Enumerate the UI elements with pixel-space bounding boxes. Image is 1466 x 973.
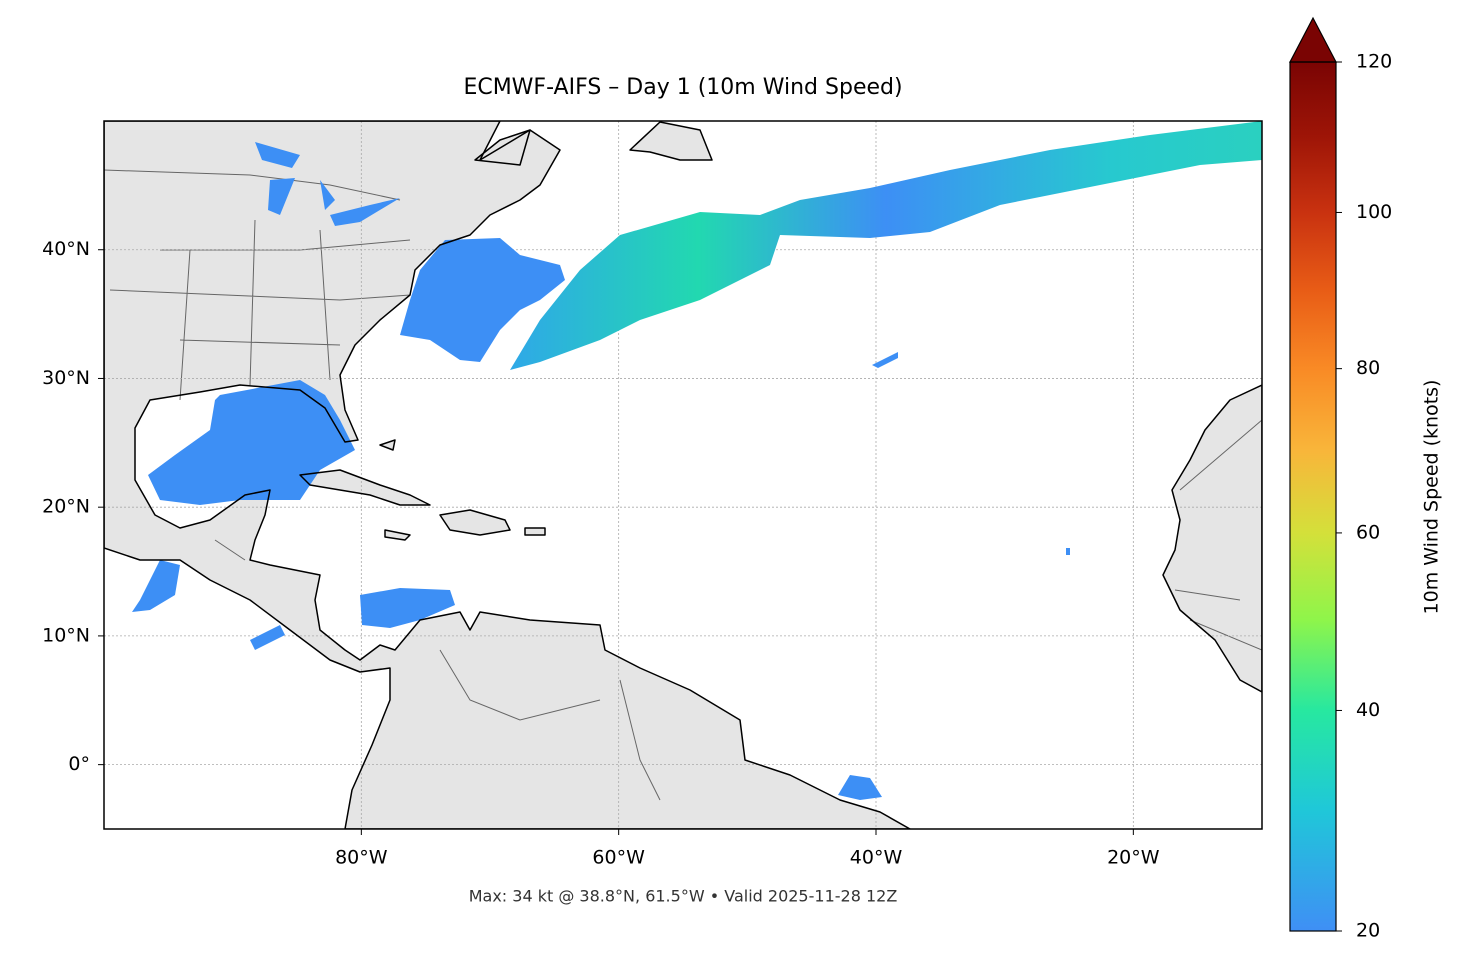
colorbar-tick-label: 120 bbox=[1356, 51, 1392, 73]
land bbox=[1163, 385, 1262, 692]
wind-area bbox=[400, 238, 565, 362]
wind-area bbox=[148, 380, 355, 505]
x-tick-label: 60°W bbox=[592, 847, 645, 869]
y-tick-label: 10°N bbox=[42, 624, 90, 646]
grid bbox=[104, 121, 1262, 829]
colorbar-extend bbox=[1289, 16, 1337, 63]
wind-area bbox=[510, 121, 1262, 370]
y-tick-label: 40°N bbox=[42, 238, 90, 260]
colorbar-tick-label: 60 bbox=[1356, 521, 1380, 543]
colorbar-tick-label: 40 bbox=[1356, 699, 1380, 721]
wind-area bbox=[360, 588, 455, 628]
colorbar-frame bbox=[1289, 61, 1337, 932]
y-tick-label: 20°N bbox=[42, 496, 90, 518]
y-tick-label: 0° bbox=[68, 753, 90, 775]
colorbar-tick-label: 100 bbox=[1356, 201, 1392, 223]
map-area bbox=[104, 121, 1262, 829]
x-tick-label: 20°W bbox=[1107, 847, 1160, 869]
wind-area bbox=[838, 352, 1070, 800]
map-frame bbox=[103, 120, 1263, 830]
map-title: ECMWF-AIFS – Day 1 (10m Wind Speed) bbox=[463, 75, 902, 100]
wind-field bbox=[132, 121, 1262, 800]
y-tick-label: 30°N bbox=[42, 367, 90, 389]
footer-note: Max: 34 kt @ 38.8°N, 61.5°W • Valid 2025… bbox=[469, 887, 898, 906]
x-tick-label: 40°W bbox=[850, 847, 903, 869]
colorbar-tick-label: 80 bbox=[1356, 357, 1380, 379]
colorbar-label: 10m Wind Speed (knots) bbox=[1421, 380, 1443, 615]
wind-area bbox=[132, 560, 285, 650]
x-tick-label: 80°W bbox=[335, 847, 388, 869]
colorbar: 20 40 60 80 100 120 bbox=[1289, 16, 1392, 942]
colorbar-tick-label: 20 bbox=[1356, 920, 1380, 942]
wind-area bbox=[255, 142, 400, 226]
colorbar-fill bbox=[1290, 62, 1336, 931]
